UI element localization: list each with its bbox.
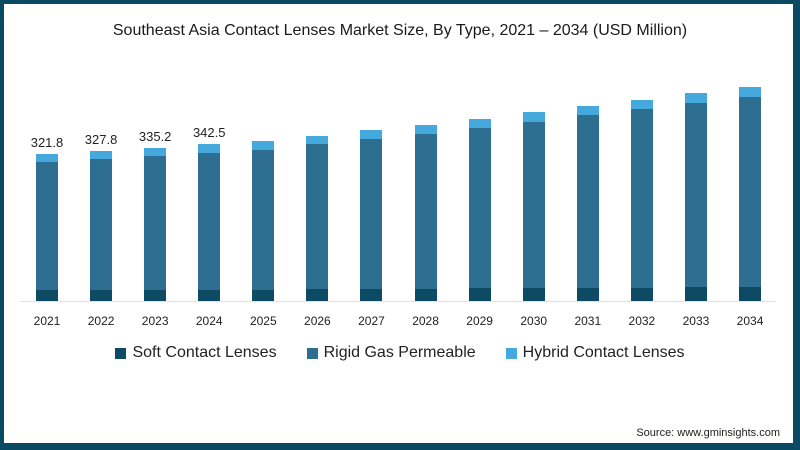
bar-segment-soft-contact-lenses [684,287,707,301]
legend-label-hybrid: Hybrid Contact Lenses [522,344,685,361]
bar-segment-hybrid-contact-lenses [252,141,275,150]
bar-segment-rigid-gas-permeable [468,127,491,289]
bar-segment-hybrid-contact-lenses [144,147,167,157]
bar-2022 [90,151,113,301]
legend-label-rigid: Rigid Gas Permeable [323,344,476,361]
bar-segment-rigid-gas-permeable [739,96,762,288]
x-tick-label: 2024 [195,314,223,328]
bar-2026 [306,135,329,301]
bar-segment-soft-contact-lenses [576,287,599,301]
data-label: 342.5 [192,125,226,141]
bar-segment-rigid-gas-permeable [414,133,437,289]
x-tick-label: 2031 [574,314,602,328]
bar-segment-soft-contact-lenses [198,289,221,301]
bar-segment-soft-contact-lenses [36,290,58,301]
bar-segment-soft-contact-lenses [306,289,329,301]
data-label: 327.8 [84,132,118,148]
bar-2025 [252,141,275,301]
bar-segment-rigid-gas-permeable [252,149,275,290]
data-label: 321.8 [30,134,64,150]
bar-2024 [198,144,221,301]
bar-segment-soft-contact-lenses [360,289,383,301]
x-tick-label: 2030 [520,314,548,328]
x-tick-label: 2028 [412,314,439,328]
chart-frame [4,4,793,443]
legend-label-soft: Soft Contact Lenses [132,344,277,361]
legend-item-soft: Soft Contact Lenses [115,344,277,362]
bar-segment-hybrid-contact-lenses [198,144,221,153]
bar-segment-soft-contact-lenses [630,287,653,301]
x-tick-label: 2026 [304,314,331,328]
x-tick-label: 2025 [249,314,277,328]
bar-segment-rigid-gas-permeable [306,144,329,290]
x-tick-label: 2032 [628,314,656,328]
x-tick-label: 2029 [466,314,493,328]
bar-segment-rigid-gas-permeable [684,102,707,288]
bar-segment-hybrid-contact-lenses [360,130,383,139]
bar-2029 [468,118,491,301]
bar-segment-soft-contact-lenses [739,287,762,301]
bar-segment-soft-contact-lenses [414,288,437,301]
bar-segment-rigid-gas-permeable [90,159,113,291]
bar-segment-rigid-gas-permeable [144,156,167,291]
bar-segment-hybrid-contact-lenses [306,135,329,145]
legend-swatch-soft [115,347,127,359]
bar-2031 [576,106,599,301]
bar-2034 [739,86,762,301]
bar-2032 [630,99,653,301]
legend: Soft Contact Lenses Rigid Gas Permeable … [0,344,800,362]
x-axis-line [20,301,776,302]
x-tick-label: 2023 [141,314,169,328]
source-note: Source: www.gminsights.com [636,427,780,439]
bar-segment-rigid-gas-permeable [576,115,599,288]
bar-segment-hybrid-contact-lenses [36,153,58,162]
bar-2028 [414,124,437,301]
bar-2030 [522,112,545,301]
x-tick-label: 2034 [736,314,764,328]
bar-segment-rigid-gas-permeable [360,138,383,290]
bar-segment-soft-contact-lenses [468,288,491,301]
bar-2027 [360,130,383,301]
x-tick-label: 2021 [33,314,61,328]
data-label: 335.2 [138,128,172,144]
legend-swatch-hybrid [505,347,517,359]
bar-2021 [36,153,58,301]
x-tick-label: 2027 [358,314,385,328]
bar-segment-soft-contact-lenses [90,290,113,301]
bar-2023 [144,147,167,301]
bar-segment-rigid-gas-permeable [630,109,653,288]
bar-segment-soft-contact-lenses [522,288,545,301]
bar-segment-rigid-gas-permeable [36,161,58,291]
bar-2033 [684,93,707,301]
x-tick-label: 2022 [87,314,115,328]
bar-segment-hybrid-contact-lenses [522,112,545,122]
legend-item-hybrid: Hybrid Contact Lenses [505,344,685,362]
bar-segment-hybrid-contact-lenses [468,118,491,128]
bar-segment-hybrid-contact-lenses [90,151,113,160]
x-tick-label: 2033 [682,314,710,328]
chart-title: Southeast Asia Contact Lenses Market Siz… [112,22,688,39]
bar-segment-hybrid-contact-lenses [414,124,437,134]
legend-swatch-rigid [306,347,318,359]
legend-item-rigid: Rigid Gas Permeable [306,344,476,362]
bar-segment-soft-contact-lenses [252,289,275,301]
bar-segment-hybrid-contact-lenses [739,86,762,97]
bar-segment-soft-contact-lenses [144,290,167,301]
bar-segment-rigid-gas-permeable [198,152,221,290]
bar-segment-hybrid-contact-lenses [630,99,653,110]
bar-segment-hybrid-contact-lenses [684,93,707,103]
bar-segment-hybrid-contact-lenses [576,106,599,116]
bar-segment-rigid-gas-permeable [522,121,545,289]
